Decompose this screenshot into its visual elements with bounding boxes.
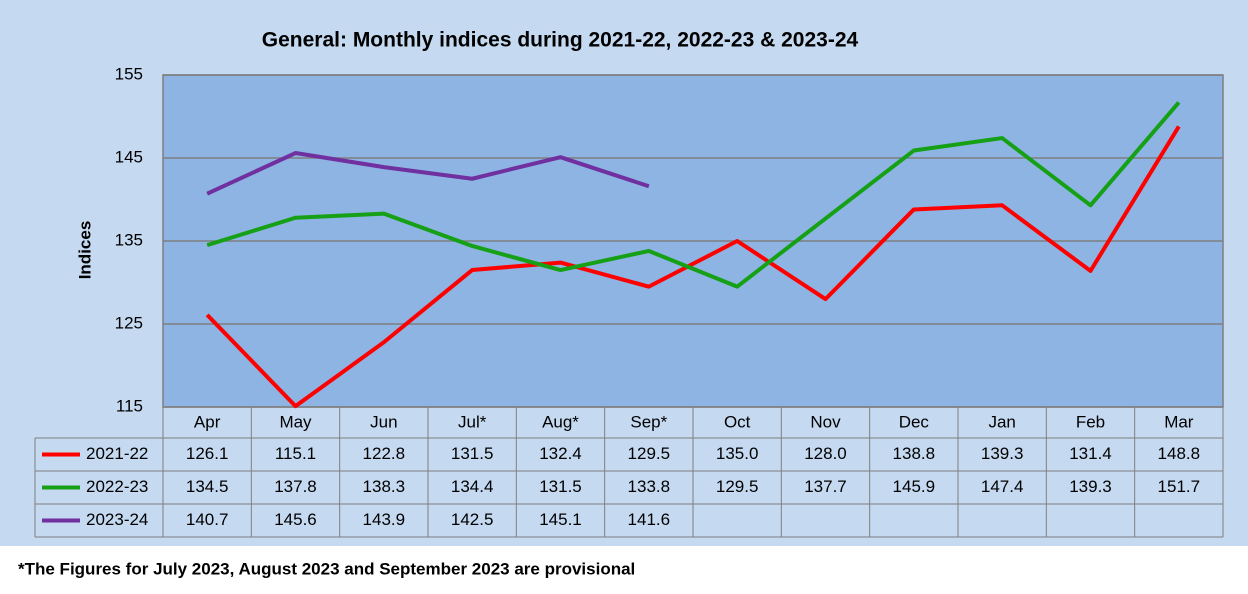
table-value: 140.7 <box>186 510 229 529</box>
table-value: 129.5 <box>716 477 759 496</box>
table-value: 131.4 <box>1069 444 1112 463</box>
x-tick-label: Mar <box>1164 412 1194 431</box>
legend-label: 2022-23 <box>86 477 148 496</box>
table-value: 145.9 <box>893 477 936 496</box>
x-tick-label: Sep* <box>630 412 667 431</box>
x-tick-label: Nov <box>810 412 841 431</box>
table-value: 145.6 <box>274 510 317 529</box>
legend-label: 2021-22 <box>86 444 148 463</box>
series-line <box>205 125 1181 409</box>
series-line <box>206 101 1181 289</box>
x-tick-label: Dec <box>899 412 930 431</box>
x-tick-label: Apr <box>194 412 221 431</box>
table-value: 115.1 <box>275 444 316 463</box>
y-axis-label: Indices <box>75 221 94 280</box>
table-value: 128.0 <box>804 444 847 463</box>
table-value: 131.5 <box>539 477 582 496</box>
y-tick-label: 155 <box>115 64 143 83</box>
table-value: 138.8 <box>893 444 936 463</box>
table-value: 147.4 <box>981 477 1024 496</box>
y-tick-label: 135 <box>115 230 143 249</box>
chart-title: General: Monthly indices during 2021-22,… <box>262 29 859 52</box>
x-tick-label: Aug* <box>542 412 579 431</box>
table-value: 134.4 <box>451 477 494 496</box>
table-value: 139.3 <box>981 444 1024 463</box>
x-tick-label: Feb <box>1076 412 1105 431</box>
table-value: 137.8 <box>274 477 317 496</box>
table-value: 132.4 <box>539 444 582 463</box>
table-value: 139.3 <box>1069 477 1112 496</box>
table-value: 142.5 <box>451 510 494 529</box>
table-value: 122.8 <box>363 444 406 463</box>
y-tick-label: 145 <box>115 147 143 166</box>
x-tick-label: Jul* <box>458 412 487 431</box>
legend-label: 2023-24 <box>86 510 148 529</box>
table-value: 126.1 <box>186 444 229 463</box>
x-tick-label: Oct <box>724 412 751 431</box>
table-value: 148.8 <box>1158 444 1201 463</box>
table-value: 151.7 <box>1158 477 1201 496</box>
table-value: 138.3 <box>363 477 406 496</box>
x-tick-label: May <box>279 412 312 431</box>
table-value: 129.5 <box>628 444 671 463</box>
table-value: 145.1 <box>539 510 582 529</box>
x-tick-label: Jan <box>988 412 1015 431</box>
x-tick-label: Jun <box>370 412 397 431</box>
footnote: *The Figures for July 2023, August 2023 … <box>18 559 635 578</box>
table-value: 137.7 <box>804 477 847 496</box>
table-value: 133.8 <box>628 477 671 496</box>
table-value: 134.5 <box>186 477 229 496</box>
series-line <box>206 151 650 196</box>
y-tick-label: 125 <box>115 313 143 332</box>
table-value: 131.5 <box>451 444 494 463</box>
table-value: 141.6 <box>628 510 671 529</box>
table-value: 143.9 <box>363 510 406 529</box>
y-tick-label: 115 <box>116 396 143 415</box>
table-value: 135.0 <box>716 444 759 463</box>
